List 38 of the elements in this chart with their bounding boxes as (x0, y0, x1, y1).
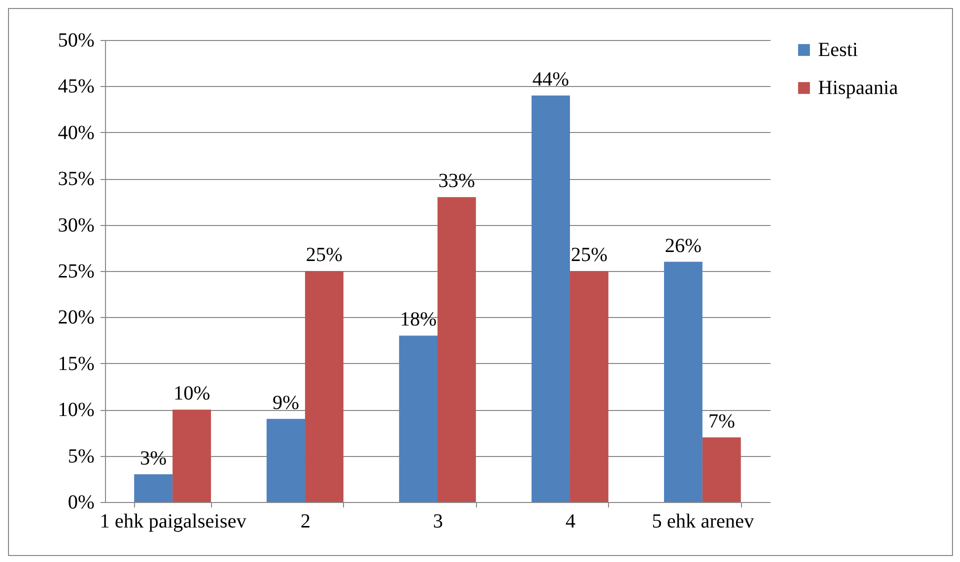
bar (532, 95, 570, 502)
y-tick-label: 0% (68, 492, 94, 514)
y-tick-label: 35% (58, 168, 94, 190)
legend-label: Eesti (818, 39, 858, 61)
bar (664, 262, 702, 502)
bar (702, 437, 741, 502)
bar (438, 197, 476, 502)
data-label: 44% (532, 68, 570, 90)
y-tick-label: 25% (58, 260, 94, 282)
bar (570, 271, 608, 502)
data-label: 18% (400, 308, 437, 331)
bar (305, 271, 344, 502)
y-tick-label: 30% (58, 214, 94, 236)
x-tick-label: 3 (433, 510, 443, 532)
data-label: 7% (708, 410, 735, 432)
legend-label: Hispaania (818, 77, 898, 99)
x-tick-label: 5 ehk arenev (652, 510, 754, 532)
y-tick-label: 20% (58, 306, 94, 329)
y-tick-label: 40% (58, 122, 94, 144)
data-label: 25% (570, 244, 608, 266)
data-label: 33% (438, 170, 476, 192)
y-tick-label: 10% (58, 399, 94, 422)
data-label: 3% (140, 447, 167, 470)
bar (266, 418, 306, 502)
y-tick-label: 50% (58, 30, 94, 52)
y-tick-label: 45% (58, 76, 94, 98)
x-tick-label: 1 ehk paigalseisev (100, 510, 246, 532)
x-tick-label: 4 (565, 510, 576, 532)
x-tick-label: 2 (300, 510, 311, 532)
bar (172, 410, 211, 502)
bar (399, 336, 438, 502)
y-tick-label: 15% (58, 352, 94, 375)
data-label: 10% (173, 382, 210, 405)
data-label: 25% (306, 244, 343, 266)
y-tick-label: 5% (68, 445, 94, 468)
bar (134, 474, 173, 502)
data-label: 9% (272, 392, 300, 414)
data-label: 26% (664, 234, 702, 257)
